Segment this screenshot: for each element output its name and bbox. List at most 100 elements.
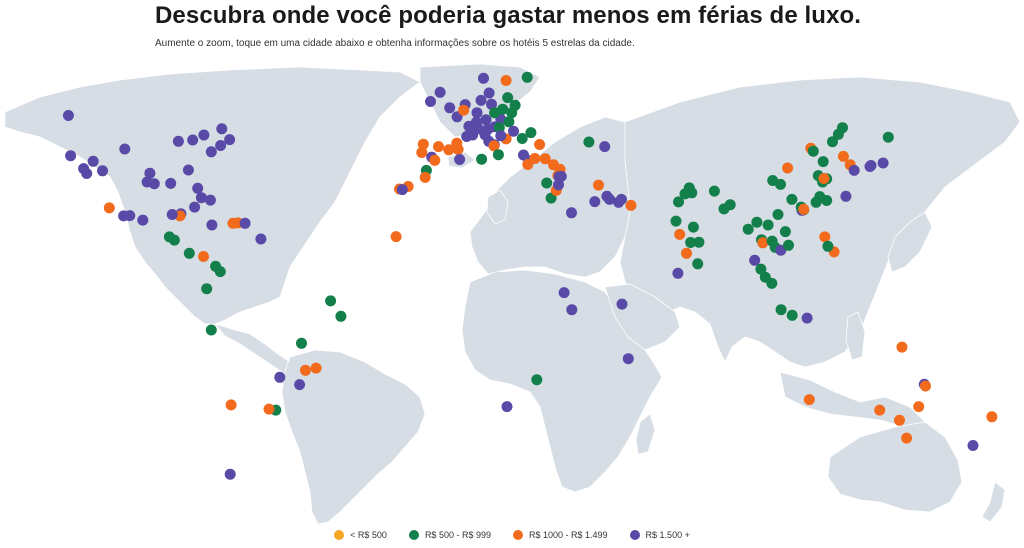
city-marker[interactable] bbox=[495, 130, 507, 142]
city-marker[interactable] bbox=[817, 156, 829, 168]
city-marker[interactable] bbox=[189, 201, 201, 213]
city-marker[interactable] bbox=[762, 219, 774, 231]
city-marker[interactable] bbox=[429, 154, 441, 166]
city-marker[interactable] bbox=[335, 310, 347, 322]
city-marker[interactable] bbox=[81, 168, 93, 179]
city-marker[interactable] bbox=[502, 92, 514, 104]
city-marker[interactable] bbox=[531, 374, 543, 386]
city-marker[interactable] bbox=[782, 162, 794, 174]
city-marker[interactable] bbox=[865, 160, 877, 171]
city-marker[interactable] bbox=[137, 214, 149, 226]
city-marker[interactable] bbox=[165, 177, 177, 189]
city-marker[interactable] bbox=[488, 140, 500, 152]
city-marker[interactable] bbox=[503, 116, 515, 128]
city-marker[interactable] bbox=[425, 96, 436, 107]
city-marker[interactable] bbox=[819, 231, 831, 243]
city-marker[interactable] bbox=[877, 157, 889, 169]
city-marker[interactable] bbox=[310, 362, 322, 374]
city-marker[interactable] bbox=[553, 179, 564, 191]
city-marker[interactable] bbox=[757, 237, 769, 249]
city-marker[interactable] bbox=[967, 440, 979, 451]
city-marker[interactable] bbox=[205, 146, 217, 158]
city-marker[interactable] bbox=[837, 122, 848, 134]
legend-item-1500plus[interactable]: R$ 1.500 + bbox=[629, 530, 690, 540]
city-marker[interactable] bbox=[166, 209, 178, 220]
city-marker[interactable] bbox=[461, 131, 473, 142]
city-marker[interactable] bbox=[274, 371, 286, 383]
city-marker[interactable] bbox=[183, 247, 195, 259]
city-marker[interactable] bbox=[751, 216, 763, 228]
city-marker[interactable] bbox=[775, 178, 786, 190]
city-marker[interactable] bbox=[601, 190, 613, 202]
city-marker[interactable] bbox=[390, 231, 402, 243]
city-marker[interactable] bbox=[198, 129, 210, 141]
city-marker[interactable] bbox=[913, 401, 925, 413]
city-marker[interactable] bbox=[419, 171, 431, 183]
city-marker[interactable] bbox=[497, 103, 509, 115]
city-marker[interactable] bbox=[772, 209, 784, 220]
city-marker[interactable] bbox=[325, 295, 337, 307]
city-marker[interactable] bbox=[396, 184, 408, 196]
city-marker[interactable] bbox=[783, 239, 794, 251]
city-marker[interactable] bbox=[172, 135, 184, 147]
city-marker[interactable] bbox=[593, 179, 604, 191]
city-marker[interactable] bbox=[622, 353, 634, 365]
city-marker[interactable] bbox=[87, 155, 99, 167]
city-marker[interactable] bbox=[566, 304, 578, 316]
city-marker[interactable] bbox=[294, 379, 306, 391]
city-marker[interactable] bbox=[195, 192, 207, 204]
city-marker[interactable] bbox=[492, 149, 504, 161]
city-marker[interactable] bbox=[818, 173, 830, 184]
city-marker[interactable] bbox=[766, 235, 778, 247]
city-marker[interactable] bbox=[708, 185, 720, 197]
city-marker[interactable] bbox=[443, 144, 455, 156]
city-marker[interactable] bbox=[471, 107, 483, 119]
city-marker[interactable] bbox=[673, 196, 684, 208]
city-marker[interactable] bbox=[539, 153, 551, 165]
city-marker[interactable] bbox=[97, 165, 108, 177]
city-marker[interactable] bbox=[566, 207, 577, 219]
city-marker[interactable] bbox=[901, 432, 913, 444]
city-marker[interactable] bbox=[848, 164, 860, 176]
city-marker[interactable] bbox=[798, 203, 810, 215]
city-marker[interactable] bbox=[516, 133, 528, 144]
city-marker[interactable] bbox=[506, 107, 518, 119]
city-marker[interactable] bbox=[148, 178, 160, 190]
city-marker[interactable] bbox=[62, 110, 74, 121]
city-marker[interactable] bbox=[749, 254, 761, 266]
city-marker[interactable] bbox=[103, 202, 115, 214]
city-marker[interactable] bbox=[685, 237, 697, 248]
city-marker[interactable] bbox=[583, 136, 595, 148]
city-marker[interactable] bbox=[986, 411, 998, 423]
city-marker[interactable] bbox=[755, 263, 767, 275]
city-layer[interactable] bbox=[62, 71, 998, 480]
legend-item-1000-1499[interactable]: R$ 1000 - R$ 1.499 bbox=[512, 530, 608, 540]
city-marker[interactable] bbox=[670, 215, 682, 227]
city-marker[interactable] bbox=[215, 140, 227, 151]
city-marker[interactable] bbox=[807, 145, 819, 157]
city-marker[interactable] bbox=[500, 75, 512, 86]
city-marker[interactable] bbox=[801, 312, 813, 324]
city-marker[interactable] bbox=[187, 134, 199, 146]
city-marker[interactable] bbox=[558, 287, 570, 299]
city-marker[interactable] bbox=[476, 153, 488, 165]
city-marker[interactable] bbox=[837, 150, 849, 162]
city-marker[interactable] bbox=[687, 221, 699, 233]
city-marker[interactable] bbox=[65, 150, 77, 162]
city-marker[interactable] bbox=[300, 364, 311, 376]
city-marker[interactable] bbox=[894, 414, 905, 426]
city-marker[interactable] bbox=[205, 324, 217, 336]
city-marker[interactable] bbox=[766, 277, 778, 289]
city-marker[interactable] bbox=[674, 228, 686, 240]
city-marker[interactable] bbox=[478, 72, 489, 84]
city-marker[interactable] bbox=[475, 94, 487, 106]
city-marker[interactable] bbox=[416, 147, 428, 158]
city-marker[interactable] bbox=[672, 267, 684, 279]
city-marker[interactable] bbox=[480, 114, 492, 126]
world-map[interactable] bbox=[0, 62, 1024, 524]
city-marker[interactable] bbox=[508, 125, 519, 137]
city-marker[interactable] bbox=[433, 141, 444, 153]
city-marker[interactable] bbox=[255, 233, 267, 245]
city-marker[interactable] bbox=[201, 283, 213, 295]
city-marker[interactable] bbox=[483, 87, 495, 99]
